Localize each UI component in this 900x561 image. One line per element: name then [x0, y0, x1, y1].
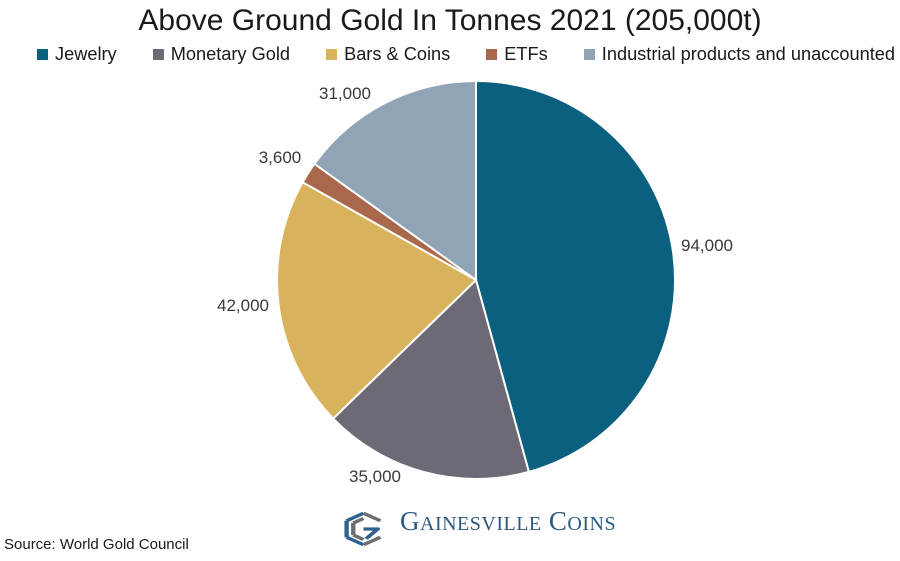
- svg-text:94,000: 94,000: [681, 236, 733, 255]
- svg-text:42,000: 42,000: [217, 296, 269, 315]
- svg-text:35,000: 35,000: [349, 467, 401, 486]
- svg-text:3,600: 3,600: [259, 148, 302, 167]
- svg-text:31,000: 31,000: [319, 84, 371, 103]
